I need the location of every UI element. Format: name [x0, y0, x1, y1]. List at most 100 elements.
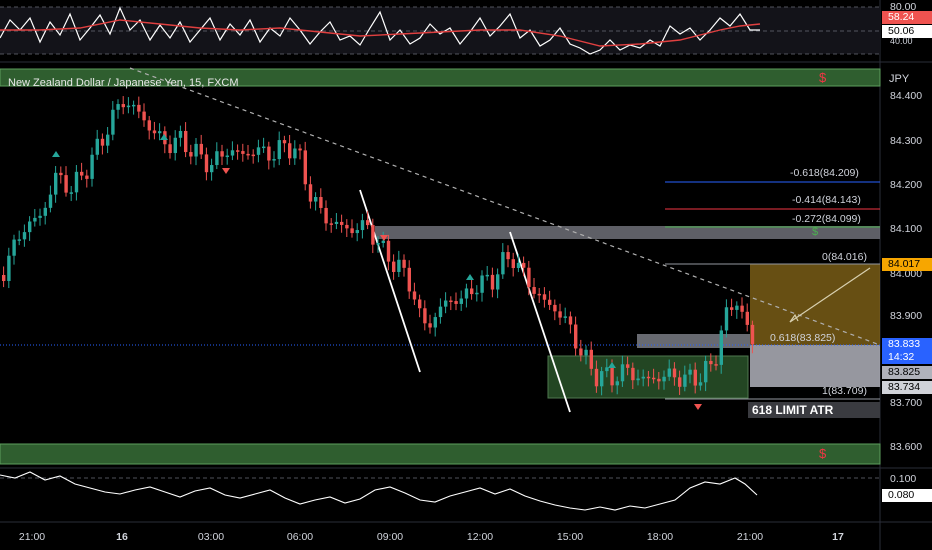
- candle-body: [189, 152, 193, 157]
- price-axis-label: 83.900: [890, 310, 923, 322]
- candle-body: [532, 287, 536, 294]
- time-axis-label: 21:00: [736, 531, 764, 543]
- candle-body: [568, 316, 573, 325]
- time-axis-label: 18:00: [646, 531, 674, 543]
- candle-body: [496, 274, 500, 290]
- candle-body: [59, 172, 63, 176]
- candle-body: [28, 221, 32, 233]
- candle-body: [90, 154, 94, 179]
- candle-body: [178, 130, 183, 138]
- time-axis-label: 16: [116, 531, 128, 543]
- candle-body: [256, 147, 261, 155]
- price-axis-label: 84.000: [890, 268, 923, 280]
- candles: [2, 96, 755, 396]
- candle-body: [418, 299, 422, 309]
- candle-body: [386, 240, 391, 262]
- candle-body: [615, 381, 619, 386]
- candle-body: [652, 377, 656, 380]
- candle-body: [423, 308, 427, 324]
- candle-body: [236, 150, 240, 152]
- fib-label: 0(84.016): [822, 251, 867, 263]
- candle-body: [506, 252, 510, 260]
- time-axis-label: 03:00: [197, 531, 225, 543]
- rsi-ma-line: [0, 19, 761, 47]
- candle-body: [173, 137, 177, 154]
- candle-body: [407, 267, 411, 292]
- candle-body: [735, 305, 739, 310]
- candle-body: [282, 140, 287, 144]
- price-axis-label: 84.100: [890, 223, 923, 235]
- dollar-icon[interactable]: $: [812, 226, 819, 238]
- countdown: 14:32: [888, 351, 915, 363]
- rsi-ma-value: 58.24: [882, 11, 932, 24]
- candle-body: [704, 360, 708, 383]
- osc-value: 0.080: [882, 489, 932, 502]
- candle-body: [106, 134, 110, 146]
- candle-body: [480, 275, 484, 293]
- candle-body: [709, 360, 713, 365]
- candle-body: [620, 364, 625, 382]
- candle-body: [17, 239, 21, 241]
- candle-body: [334, 221, 339, 224]
- candle-body: [345, 224, 349, 229]
- candle-body: [693, 369, 697, 386]
- rsi-panel: [0, 6, 880, 55]
- candle-body: [303, 150, 307, 185]
- candle-body: [376, 242, 380, 245]
- time-axis-label: 09:00: [376, 531, 404, 543]
- symbol-title[interactable]: New Zealand Dollar / Japanese Yen, 15, F…: [8, 77, 239, 89]
- candle-body: [225, 155, 229, 158]
- time-axis-label: 15:00: [556, 531, 584, 543]
- candle-body: [85, 175, 89, 179]
- fib-label: 1(83.709): [822, 385, 867, 397]
- candle-body: [121, 104, 125, 108]
- candle-body: [267, 146, 271, 161]
- candle-body: [412, 291, 417, 300]
- price-tag-low: 83.825: [882, 366, 932, 379]
- candle-body: [251, 154, 255, 157]
- candle-body: [308, 184, 313, 202]
- candle-body: [132, 104, 136, 107]
- candle-body: [631, 367, 635, 381]
- limit-atr-label[interactable]: 618 LIMIT ATR: [748, 402, 880, 418]
- candle-body: [511, 259, 515, 269]
- candle-body: [100, 138, 105, 146]
- candle-body: [657, 378, 661, 382]
- support-zone: [0, 443, 881, 465]
- candle-body: [80, 171, 84, 176]
- candle-body: [574, 324, 578, 349]
- candle-body: [158, 131, 162, 134]
- rsi-line: [0, 6, 760, 55]
- candle-body: [137, 104, 141, 112]
- candle-body: [683, 374, 687, 387]
- candle-body: [750, 324, 755, 345]
- candle-body: [319, 197, 323, 208]
- candle-body: [485, 274, 489, 277]
- dollar-icon[interactable]: $: [819, 70, 827, 85]
- currency-label: JPY: [889, 73, 910, 85]
- candle-body: [111, 109, 115, 135]
- trend-line: [129, 67, 881, 346]
- candle-body: [594, 368, 599, 387]
- candle-body: [688, 369, 692, 375]
- candle-body: [12, 239, 16, 256]
- candle-body: [64, 175, 68, 193]
- price-tag-high: 84.017: [882, 258, 932, 271]
- candle-body: [745, 311, 749, 325]
- candle-body: [662, 376, 666, 382]
- candle-body: [548, 299, 552, 305]
- candle-body: [626, 364, 630, 368]
- candle-body: [636, 378, 640, 381]
- dollar-icon[interactable]: $: [819, 446, 827, 461]
- candle-body: [48, 194, 53, 208]
- fib-label: -0.414(84.143): [792, 194, 861, 206]
- candle-body: [672, 368, 677, 378]
- candle-body: [490, 274, 495, 290]
- candle-body: [641, 376, 645, 379]
- current-price-value: 83.833: [888, 338, 921, 350]
- rsi-value: 50.06: [882, 25, 932, 38]
- candle-body: [522, 262, 526, 268]
- candle-body: [464, 288, 469, 299]
